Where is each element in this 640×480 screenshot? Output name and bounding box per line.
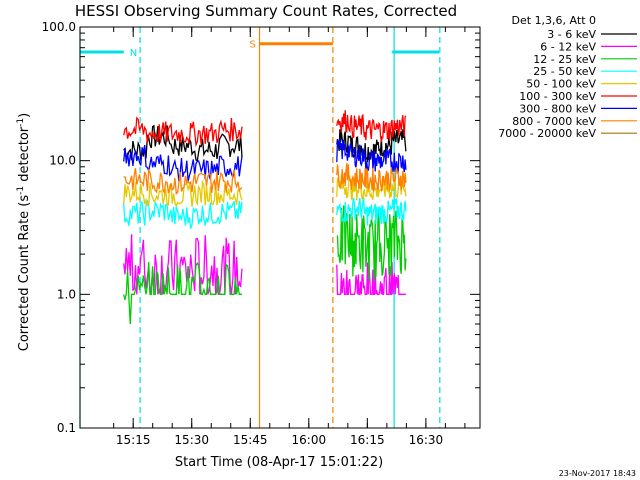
y-label-sup1: -1: [16, 186, 26, 195]
timestamp: 23-Nov-2017 18:43: [559, 469, 636, 478]
legend-label: 300 - 800 keV: [519, 102, 596, 115]
legend-label: 25 - 50 keV: [533, 65, 596, 78]
flag-label-S: S: [250, 40, 256, 51]
y-tick-label: 1.0: [57, 287, 76, 301]
y-label-mid: detector: [17, 126, 32, 186]
axes: 0.1 1.0 10.0 100.0 15:15 15:30 15:45 16:00 16:15…: [42, 20, 481, 447]
y-axis-label: Corrected Count Rate (s-1 detector-1): [16, 113, 32, 351]
x-tick-label: 16:15: [350, 433, 385, 447]
series-line-2: [123, 261, 242, 325]
series-line-2: [336, 204, 407, 281]
series-line-1: [123, 234, 243, 295]
series-line-0: [336, 129, 407, 163]
series-line-7: [336, 163, 407, 192]
flag-label-N: N: [130, 48, 137, 59]
series-line-7: [123, 167, 243, 195]
chart-title: HESSI Observing Summary Count Rates, Cor…: [75, 2, 457, 20]
x-tick-label: 15:30: [174, 433, 209, 447]
legend-label: 7000 - 20000 keV: [498, 127, 596, 140]
x-tick-label: 15:45: [233, 433, 268, 447]
series-line-6: [123, 144, 243, 182]
plot-frame: [79, 26, 481, 429]
x-tick-label: 16:00: [292, 433, 327, 447]
y-tick-label: 0.1: [57, 421, 76, 435]
legend-label: 800 - 7000 keV: [512, 115, 596, 128]
legend-label: 6 - 12 keV: [540, 40, 596, 53]
y-tick-label: 100.0: [42, 20, 76, 34]
series-line-5: [123, 116, 243, 148]
series-line-3: [336, 197, 407, 226]
x-tick-label: 15:15: [116, 433, 151, 447]
legend-label: 12 - 25 keV: [533, 53, 596, 66]
series-line-4: [123, 179, 243, 208]
x-tick-label: 16:30: [409, 433, 444, 447]
x-axis-label: Start Time (08-Apr-17 15:01:22): [175, 455, 383, 470]
series-line-6: [336, 138, 407, 173]
flag-bars: NS: [80, 40, 440, 59]
y-label-end: ): [17, 113, 32, 118]
series-line-4: [336, 174, 407, 201]
y-tick-label: 10.0: [49, 154, 76, 168]
legend-header: Det 1,3,6, Att 0: [512, 14, 596, 27]
series-line-1: [336, 260, 406, 295]
series-line-3: [123, 199, 243, 229]
series-lines: [123, 110, 407, 325]
y-label-sup2: -1: [16, 118, 26, 127]
legend-label: 3 - 6 keV: [547, 28, 596, 41]
legend-label: 50 - 100 keV: [526, 78, 596, 91]
series-line-5: [336, 110, 407, 143]
y-label-main: Corrected Count Rate (s: [17, 195, 32, 352]
legend-label: 100 - 300 keV: [519, 90, 596, 103]
